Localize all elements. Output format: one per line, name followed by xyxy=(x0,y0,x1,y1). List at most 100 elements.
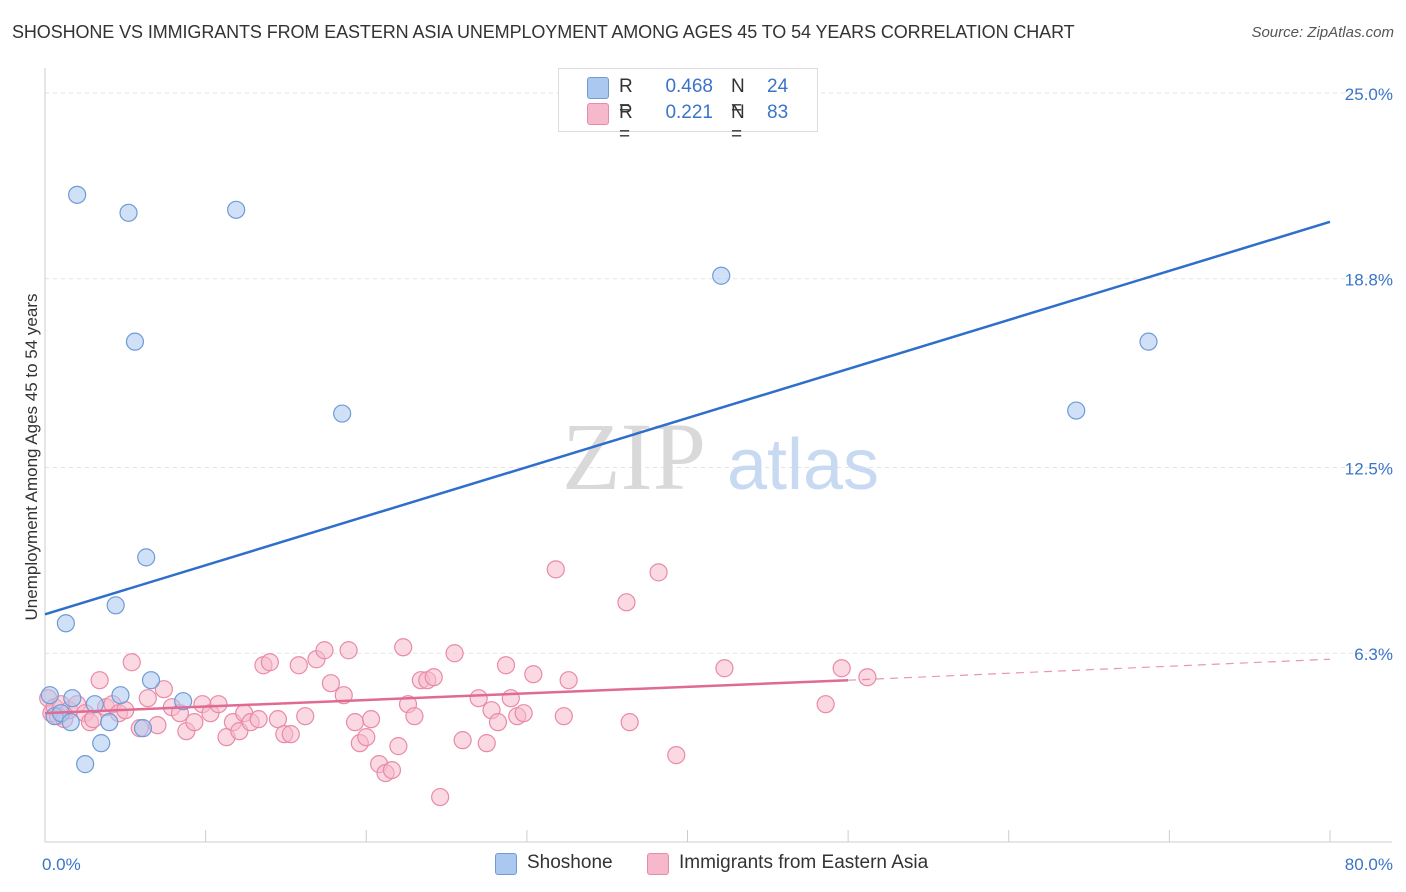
legend-n-value: 24 xyxy=(767,76,789,97)
immigrants-point xyxy=(649,563,668,582)
bottom-legend-swatch-pink xyxy=(647,853,669,875)
legend-r-label: R = xyxy=(619,76,633,119)
immigrants-point xyxy=(667,746,686,765)
y-tick-label: 12.5% xyxy=(1345,459,1393,478)
immigrants-point xyxy=(858,668,877,687)
immigrants-point xyxy=(715,659,734,678)
immigrants-point xyxy=(122,653,141,672)
immigrants-point xyxy=(154,680,173,699)
legend-r-label: R = xyxy=(619,102,633,145)
immigrants-point xyxy=(469,689,488,708)
shoshone-point xyxy=(68,185,87,204)
immigrants-point xyxy=(249,710,268,729)
legend-swatch-pink xyxy=(587,103,609,125)
immigrants-point xyxy=(431,787,450,807)
immigrants-point xyxy=(209,695,228,714)
legend-r-value: 0.468 xyxy=(665,76,713,97)
immigrants-point xyxy=(138,689,157,708)
legend-r-value: 0.221 xyxy=(665,102,713,123)
immigrants-point xyxy=(361,710,381,729)
immigrants-point xyxy=(832,659,851,678)
immigrants-point xyxy=(617,593,636,612)
y-tick-label: 18.8% xyxy=(1345,271,1393,290)
tick-labels: 6.3% 12.5% 18.8% 25.0% 0.0% 80.0% xyxy=(42,85,1393,874)
bottom-legend-label-shoshone: Shoshone xyxy=(527,852,613,873)
shoshone-point xyxy=(56,614,75,633)
immigrants-point xyxy=(185,713,204,732)
immigrants-point xyxy=(90,671,109,690)
shoshone-point xyxy=(119,203,138,222)
bottom-legend-label-immigrants: Immigrants from Eastern Asia xyxy=(679,852,929,873)
immigrants-point xyxy=(405,707,424,726)
immigrants-point xyxy=(345,713,365,732)
legend-n-value: 83 xyxy=(767,102,789,123)
watermark-atlas: atlas xyxy=(727,425,879,505)
shoshone-point xyxy=(227,200,246,219)
chart-title: SHOSHONE VS IMMIGRANTS FROM EASTERN ASIA… xyxy=(12,22,1075,42)
shoshone-point xyxy=(111,686,130,705)
immigrants-point xyxy=(339,641,358,660)
shoshone-point xyxy=(125,332,145,351)
data-points xyxy=(39,185,1158,807)
shoshone-point xyxy=(712,266,731,285)
immigrants-point xyxy=(389,737,408,756)
immigrants-point xyxy=(260,653,279,672)
immigrants-point xyxy=(321,674,341,693)
immigrants-point xyxy=(84,710,103,729)
immigrants-point xyxy=(394,638,413,657)
shoshone-point xyxy=(92,734,111,753)
trend-lines xyxy=(44,220,1331,715)
y-tick-label: 25.0% xyxy=(1345,85,1393,104)
immigrants-point xyxy=(477,734,496,753)
immigrants-point xyxy=(289,656,308,675)
x-tick-label: 80.0% xyxy=(1345,855,1393,874)
immigrants-point xyxy=(816,695,835,714)
shoshone-point xyxy=(100,713,119,732)
shoshone-trend-line xyxy=(44,220,1331,616)
shoshone-point xyxy=(141,671,161,690)
shoshone-point xyxy=(63,689,82,708)
immigrants-point xyxy=(620,713,639,732)
immigrants-point xyxy=(514,704,533,723)
immigrants-point xyxy=(496,656,516,675)
shoshone-point xyxy=(76,755,95,774)
shoshone-point xyxy=(133,719,153,738)
legend-n-label: N = xyxy=(731,102,745,145)
immigrants-point xyxy=(524,665,543,684)
shoshone-point xyxy=(40,686,59,705)
shoshone-point xyxy=(85,695,104,714)
bottom-legend-swatch-blue xyxy=(495,853,517,875)
immigrants-point xyxy=(315,641,334,660)
shoshone-point xyxy=(1067,401,1086,420)
chart-source: Source: ZipAtlas.com xyxy=(1251,24,1394,41)
immigrants-point xyxy=(382,760,402,780)
immigrants-point xyxy=(453,731,472,750)
x-tick-label: 0.0% xyxy=(42,855,81,874)
immigrants-point xyxy=(268,710,288,729)
shoshone-point xyxy=(106,596,125,615)
grid-lines xyxy=(45,92,1392,654)
legend-n-label: N = xyxy=(731,76,745,119)
immigrants-point xyxy=(559,671,578,690)
immigrants-point xyxy=(488,713,508,732)
immigrants-point xyxy=(554,707,573,726)
immigrants-point xyxy=(334,686,353,705)
shoshone-point xyxy=(333,404,352,423)
immigrants-point xyxy=(281,725,300,744)
shoshone-point xyxy=(1139,332,1158,351)
y-tick-label: 6.3% xyxy=(1354,645,1393,664)
immigrants-point xyxy=(296,707,315,726)
shoshone-point xyxy=(174,692,193,711)
legend-swatch-blue xyxy=(587,77,609,99)
immigrants-point xyxy=(357,728,376,747)
y-axis-label: Unemployment Among Ages 45 to 54 years xyxy=(22,294,41,621)
immigrants-point xyxy=(546,560,565,579)
immigrants-point xyxy=(424,668,443,687)
shoshone-point xyxy=(61,713,80,732)
immigrants-trend-extension xyxy=(848,658,1331,681)
watermark: ZIP atlas xyxy=(562,403,879,510)
immigrants-point xyxy=(501,689,520,708)
correlation-legend: R = 0.468 N = 24 R = 0.221 N = 83 xyxy=(558,68,818,145)
shoshone-point xyxy=(137,548,156,567)
